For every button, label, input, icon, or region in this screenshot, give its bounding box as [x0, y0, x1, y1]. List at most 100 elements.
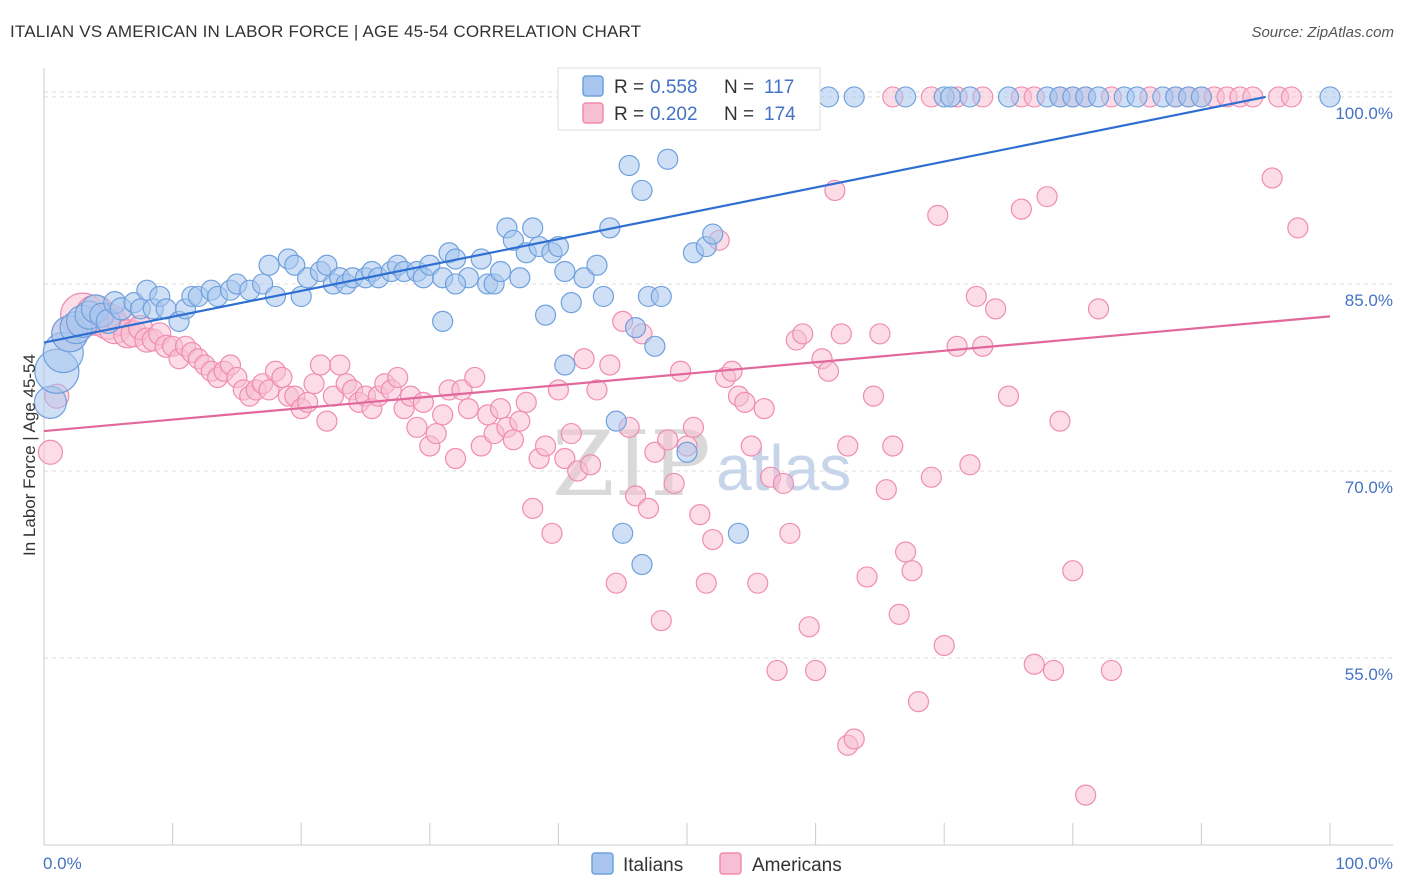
- american-point: [869, 323, 891, 345]
- american-point: [1280, 86, 1303, 108]
- legend-swatch-americans: [582, 102, 604, 124]
- american-point: [534, 435, 557, 457]
- american-point: [682, 416, 705, 438]
- legend-swatch-italians: [582, 75, 604, 97]
- american-point: [541, 522, 563, 544]
- american-point: [804, 659, 827, 682]
- trend-lines: [43, 95, 1331, 433]
- bottom-legend-swatch-americans: [719, 852, 742, 875]
- american-point: [1062, 560, 1084, 582]
- american-point: [560, 422, 582, 445]
- italian-point: [657, 148, 679, 170]
- american-point: [515, 391, 537, 413]
- american-point: [586, 379, 608, 401]
- american-point: [1042, 659, 1065, 682]
- american-point: [901, 560, 923, 582]
- american-point: [464, 366, 486, 389]
- italian-point: [560, 292, 582, 314]
- american-point: [888, 603, 910, 625]
- y-tick-label: 85.0%: [1345, 291, 1393, 310]
- american-point: [702, 528, 724, 551]
- italian-point: [895, 86, 917, 108]
- american-point: [792, 323, 814, 345]
- italian-point: [509, 267, 531, 289]
- american-point: [965, 285, 987, 308]
- legend-r-label-americans: R =: [614, 104, 644, 125]
- american-point: [489, 398, 512, 420]
- american-point: [644, 441, 666, 463]
- legend-r-label-italians: R =: [614, 77, 644, 98]
- chart-title: ITALIAN VS AMERICAN IN LABOR FORCE | AGE…: [10, 22, 642, 41]
- american-point: [959, 454, 981, 476]
- american-point: [1087, 298, 1110, 320]
- american-point: [309, 354, 332, 376]
- y-axis-title: In Labor Force | Age 45-54: [20, 354, 39, 556]
- american-point: [830, 323, 852, 345]
- italian-point: [644, 335, 666, 357]
- american-point: [303, 373, 325, 395]
- italian-point: [631, 179, 653, 202]
- american-point: [740, 435, 762, 457]
- american-point: [297, 391, 319, 413]
- italian-point: [522, 217, 544, 239]
- italian-point: [631, 553, 653, 576]
- italian-point: [676, 441, 698, 463]
- american-point: [875, 479, 897, 501]
- american-point: [882, 435, 904, 457]
- italian-point: [817, 86, 840, 108]
- italian-point: [489, 260, 512, 283]
- american-point: [695, 572, 717, 594]
- american-point: [843, 728, 865, 750]
- y-tick-label: 100.0%: [1335, 104, 1393, 123]
- american-point: [856, 566, 878, 588]
- y-tick-labels: 55.0% 70.0% 85.0% 100.0%: [1335, 104, 1393, 684]
- american-point: [862, 385, 885, 407]
- italian-point: [252, 273, 274, 295]
- italian-point: [547, 235, 570, 258]
- american-point: [637, 497, 660, 519]
- american-point: [1010, 198, 1032, 220]
- y-tick-label: 70.0%: [1345, 478, 1393, 497]
- american-point: [985, 298, 1007, 320]
- italian-point: [316, 254, 338, 276]
- american-point: [509, 410, 531, 432]
- italian-point: [1126, 86, 1148, 108]
- italian-point: [959, 86, 981, 108]
- american-point: [895, 541, 917, 563]
- italian-point: [470, 248, 492, 270]
- bottom-legend-label-americans: Americans: [752, 855, 842, 876]
- american-point: [1242, 86, 1264, 108]
- american-point: [907, 691, 930, 713]
- american-point: [554, 447, 576, 470]
- american-point: [946, 335, 968, 357]
- american-point: [1287, 217, 1309, 239]
- american-point: [271, 366, 293, 389]
- bottom-legend: Italians Americans: [591, 852, 842, 876]
- italian-point: [554, 354, 576, 376]
- american-point: [747, 572, 769, 594]
- legend: R = 0.558 N = 117 R = 0.202 N = 174: [557, 67, 821, 131]
- american-point: [1023, 653, 1045, 675]
- american-point: [650, 609, 672, 632]
- legend-n-label-americans: N =: [724, 104, 754, 125]
- bottom-legend-label-italians: Italians: [623, 855, 683, 876]
- american-point: [663, 472, 685, 495]
- american-point: [412, 391, 434, 413]
- series-americans: [37, 86, 1309, 806]
- american-point: [502, 429, 524, 451]
- italian-point: [727, 522, 750, 544]
- american-point: [470, 435, 492, 457]
- american-point: [817, 360, 840, 382]
- italian-point: [1087, 86, 1110, 108]
- american-point: [837, 435, 859, 457]
- italian-point: [586, 254, 608, 276]
- italian-point: [997, 86, 1020, 108]
- american-point: [798, 616, 820, 638]
- trend-line-italians: [43, 95, 1266, 344]
- legend-n-label-italians: N =: [724, 77, 754, 98]
- american-point: [933, 634, 955, 657]
- american-point: [997, 385, 1020, 407]
- italian-point: [258, 254, 280, 276]
- italian-point: [624, 316, 647, 339]
